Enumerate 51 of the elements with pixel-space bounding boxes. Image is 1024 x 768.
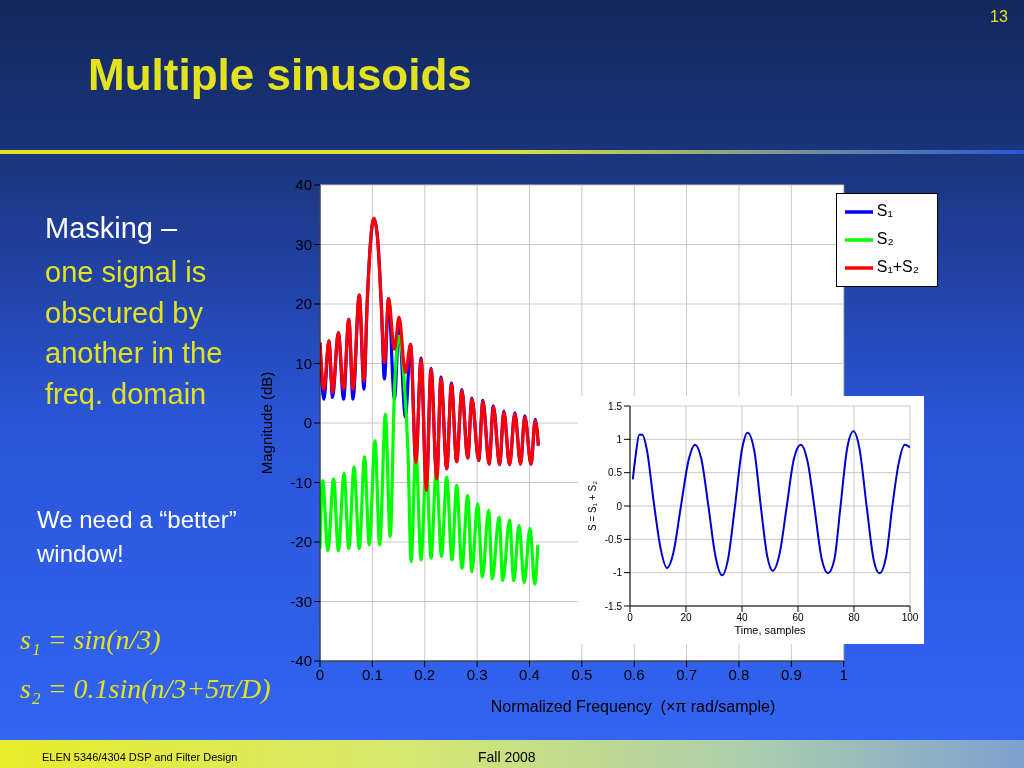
chart-title: Multiple sinusoids [88, 50, 472, 100]
y-tick-label: -20 [290, 533, 312, 551]
x-tick-label: 0.5 [571, 665, 593, 683]
text: s₂ = 0.1sin(n/3+5π/D) [20, 673, 271, 705]
y-tick-label: -10 [290, 473, 312, 491]
y-tick-label: 20 [295, 295, 312, 313]
y-tick-label: -1.5 [604, 600, 623, 612]
y-axis-title: Magnitude (dB) [257, 371, 275, 475]
x-tick-label: 0.8 [728, 665, 750, 683]
text: We need a “better” window! [37, 505, 238, 569]
x-tick-label: 40 [736, 612, 748, 624]
y-tick-label: -30 [290, 592, 312, 610]
y-tick-label: 1.5 [608, 400, 623, 412]
y-tick-label: -40 [290, 652, 312, 670]
text: ELEN 5346/4304 DSP and Filter Design [42, 751, 238, 763]
text: s₁ = sin(n/3) [20, 624, 161, 656]
x-tick-label: 20 [680, 612, 692, 624]
y-tick-label: -1 [613, 567, 623, 579]
text: Masking – [45, 212, 178, 245]
y-tick-label: 0 [303, 414, 312, 432]
x-tick-label: 0.6 [623, 665, 645, 683]
text: 13 [990, 8, 1008, 26]
line-series [320, 334, 540, 586]
legend-label: S₁ [876, 202, 893, 220]
x-tick-label: 0.3 [466, 665, 488, 683]
y-tick-label: 40 [295, 176, 312, 194]
x-axis-title: Normalized Frequency (×π rad/sample) [489, 698, 777, 716]
legend-label: S₂ [876, 230, 894, 248]
y-tick-label: 0.5 [608, 467, 623, 479]
y-tick-label: 1 [616, 433, 623, 445]
y-tick-label: 10 [295, 354, 312, 372]
x-tick-label: 1 [839, 665, 848, 683]
x-tick-label: 0.4 [519, 665, 540, 683]
y-axis-title: S = S₁ + S₂ [586, 480, 598, 532]
line-series [631, 430, 910, 577]
text: Fall 2008 [478, 749, 536, 765]
x-tick-label: 0 [627, 612, 634, 624]
y-tick-label: 30 [295, 235, 312, 253]
x-tick-label: 0.2 [414, 665, 436, 683]
x-tick-label: 0 [315, 665, 325, 683]
y-tick-label: -0.5 [604, 533, 623, 545]
x-axis-title: Time, samples [733, 624, 807, 636]
x-tick-label: 0.7 [676, 665, 698, 683]
y-tick-label: 0 [616, 500, 623, 512]
x-tick-label: 0.9 [780, 665, 802, 683]
x-tick-label: 100 [901, 612, 919, 624]
x-tick-label: 60 [792, 612, 804, 624]
legend-label: S₁+S₂ [876, 258, 919, 276]
x-tick-label: 80 [848, 612, 860, 624]
text: one signal is obscured by another in the freq. domain [45, 255, 224, 412]
x-tick-label: 0.1 [361, 665, 383, 683]
